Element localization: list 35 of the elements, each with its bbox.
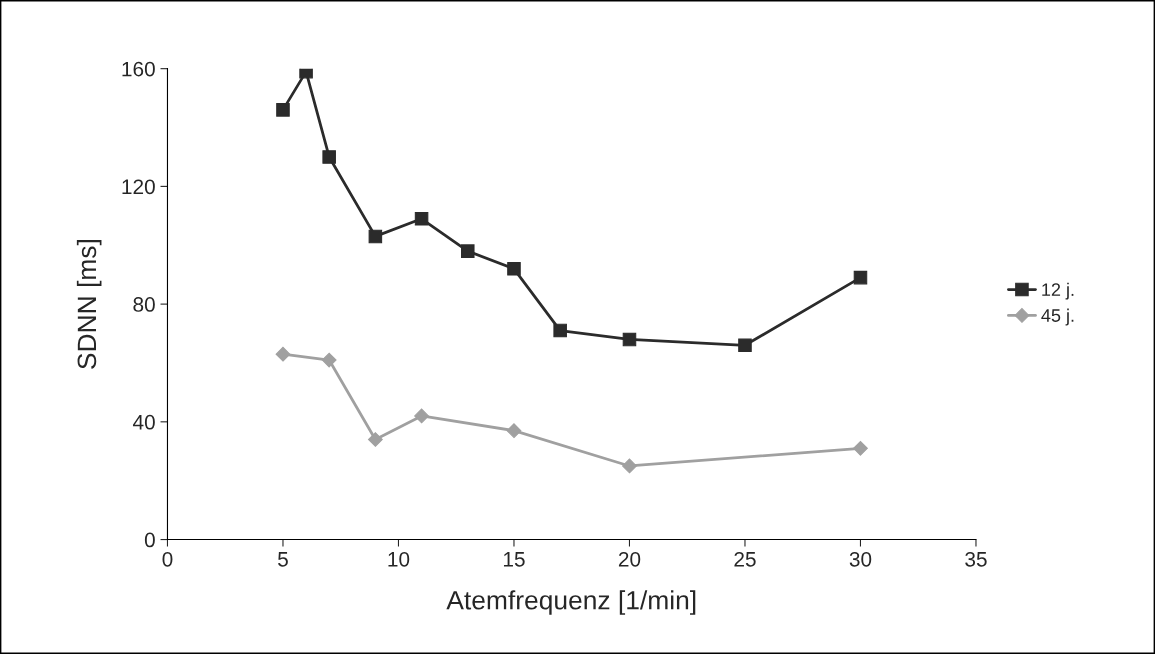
y-tick-label: 80 [133,297,155,312]
x-tick-label: 30 [849,551,872,567]
y-tick-label: 0 [144,532,155,548]
point [276,103,290,117]
point [507,262,521,276]
point [853,440,868,456]
point [622,458,637,474]
point [738,338,752,353]
point [368,229,383,244]
point [622,332,637,347]
y-tick-label: 40 [132,414,155,430]
point [553,323,567,338]
y-axis-title: SDNN [ms] [76,240,102,369]
legend-label: 45 j. [1041,308,1074,326]
point [414,408,429,424]
x-tick-label: 0 [162,551,173,567]
x-tick-label: 10 [388,551,410,567]
x-tick-label: 15 [503,552,525,567]
x-tick-label: 5 [278,552,288,567]
x-axis-title: Atemfrequenz [1/min] [446,590,696,615]
point [321,352,337,368]
point [299,68,313,79]
x-tick-label: 35 [965,551,987,567]
point [853,270,868,285]
point [275,346,291,362]
y-tick-label: 160 [122,61,155,77]
point [414,211,429,226]
legend-label: 12 j. [1042,282,1074,300]
y-tick-label: 120 [122,179,155,195]
x-tick-label: 25 [734,551,756,567]
point [461,244,475,258]
x-tick-label: 20 [618,551,641,567]
point [506,423,522,439]
point [322,150,336,164]
point [367,432,383,447]
